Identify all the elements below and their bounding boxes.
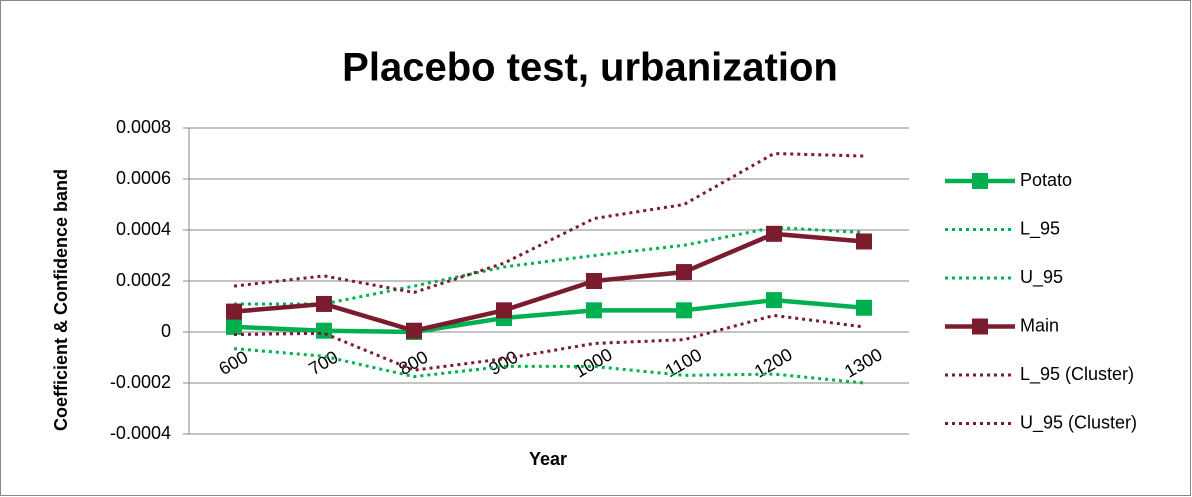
marker — [766, 292, 782, 309]
chart-title: Placebo test, urbanization — [342, 46, 838, 90]
marker — [406, 322, 422, 339]
legend-marker — [972, 173, 988, 189]
marker — [586, 273, 602, 289]
marker — [226, 303, 242, 320]
legend-label: L_95 (Cluster) — [1020, 364, 1134, 385]
marker — [316, 295, 332, 312]
marker — [586, 302, 602, 319]
marker — [856, 299, 872, 316]
y-tick-label: 0.0006 — [116, 168, 171, 188]
legend-label: U_95 (Cluster) — [1020, 412, 1137, 433]
series-line — [233, 152, 865, 294]
series-line — [234, 225, 865, 306]
series-line — [233, 297, 865, 335]
y-tick-label: 0 — [161, 321, 171, 341]
y-tick-label: 0.0002 — [116, 270, 171, 290]
y-tick-label: -0.0004 — [110, 423, 171, 443]
marker — [856, 233, 872, 250]
legend-label: U_95 — [1020, 267, 1063, 288]
series-line — [233, 313, 865, 372]
legend-label: Potato — [1020, 170, 1072, 190]
legend-label: Main — [1020, 315, 1059, 335]
series-line — [233, 347, 865, 385]
legend-marker — [972, 318, 988, 335]
series-line — [233, 231, 865, 333]
y-tick-label: 0.0008 — [116, 117, 171, 137]
x-axis-label: Year — [529, 449, 567, 469]
y-tick-label: 0.0004 — [116, 219, 171, 239]
marker — [766, 225, 782, 242]
marker — [226, 318, 242, 335]
marker — [316, 322, 332, 339]
marker — [496, 302, 512, 319]
y-tick-label: -0.0002 — [110, 372, 171, 392]
marker — [676, 302, 692, 319]
marker — [676, 264, 692, 281]
legend-label: L_95 — [1020, 218, 1060, 239]
y-axis-label: Coefficient & Confidence band — [51, 169, 71, 431]
